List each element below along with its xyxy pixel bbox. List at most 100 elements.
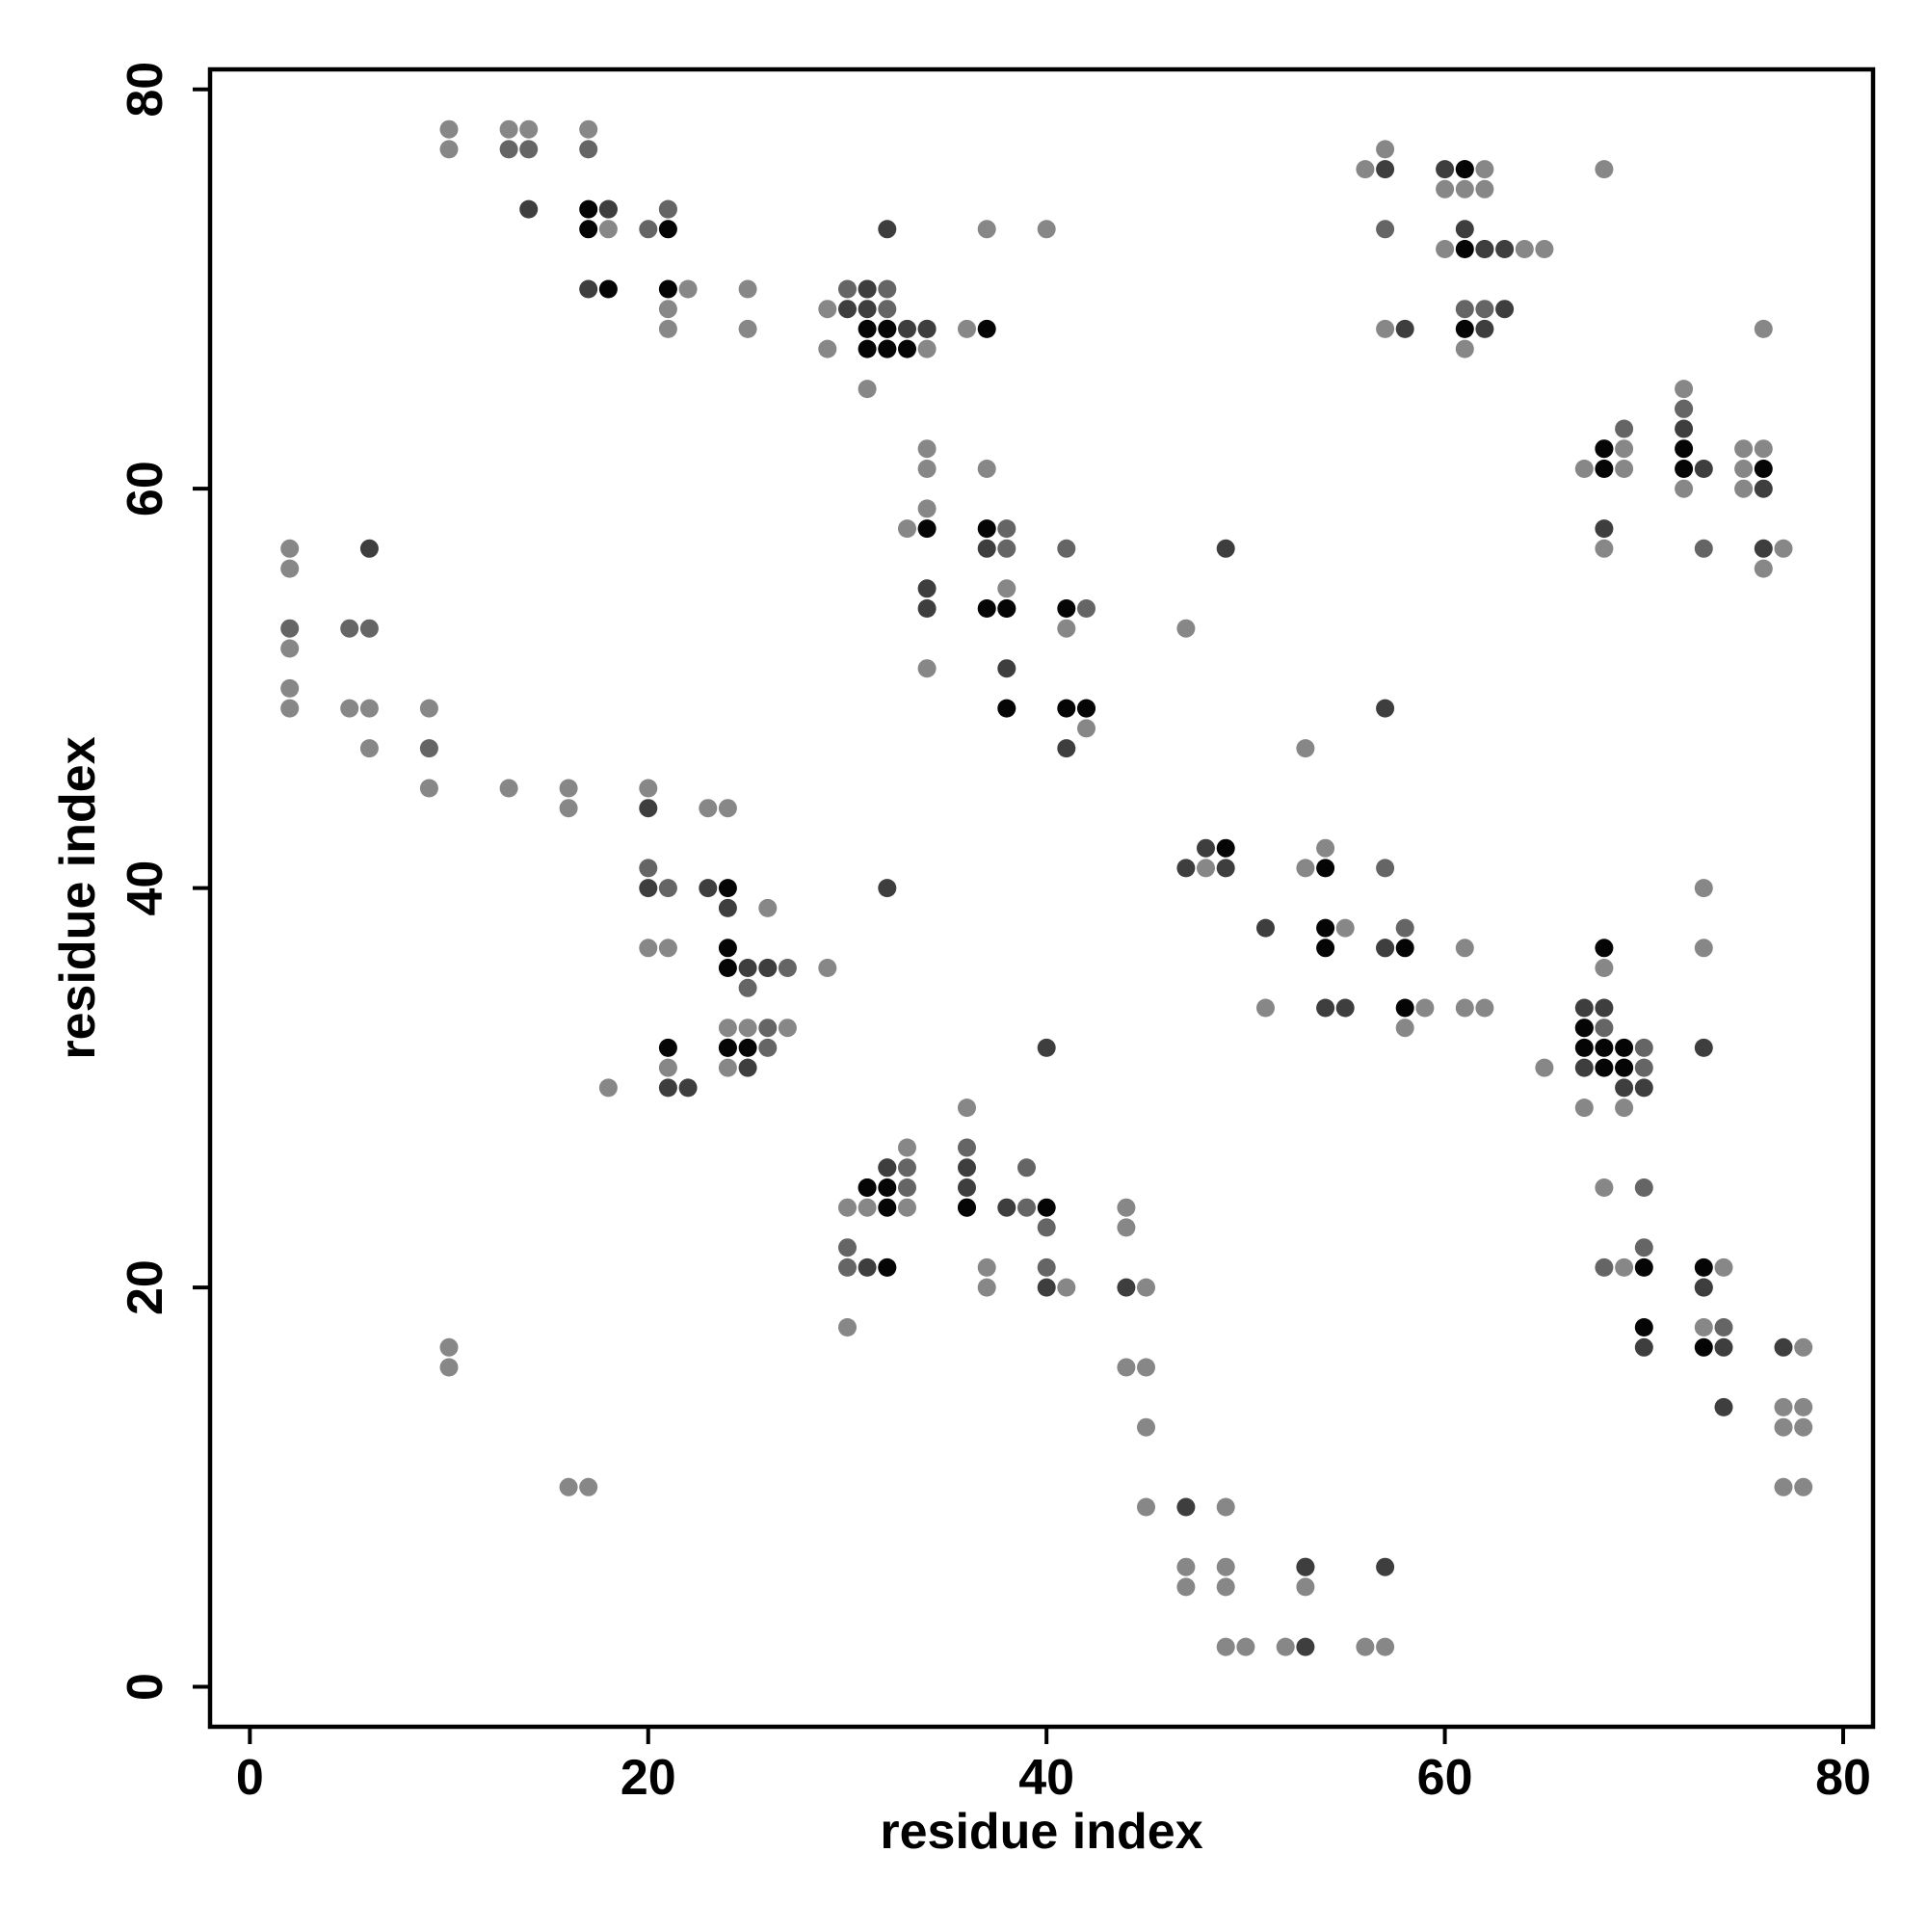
contact-point-dark <box>1395 319 1414 338</box>
contact-point-light <box>639 779 658 798</box>
contact-point-light <box>1216 1557 1235 1576</box>
axis-ticks: 0 20 40 60 80 0 20 40 60 80 <box>118 62 1871 1806</box>
contact-point-black <box>878 1198 897 1217</box>
contact-point-dark <box>1694 460 1713 478</box>
contact-point-light <box>280 699 300 718</box>
contact-point-light <box>559 1477 578 1496</box>
contact-point-dark <box>1176 1497 1196 1517</box>
contact-point-light <box>1356 1637 1375 1656</box>
contact-point-black <box>1037 1198 1056 1217</box>
contact-point-dark <box>1296 1637 1315 1656</box>
contact-point-black <box>1595 939 1614 958</box>
contact-point-mid <box>340 619 359 638</box>
contact-point-dark <box>1117 1278 1136 1297</box>
contact-point-mid <box>639 220 658 239</box>
contact-point-light <box>917 439 937 459</box>
contact-point-dark <box>878 1158 897 1178</box>
contact-point-dark <box>359 539 379 558</box>
contact-point-mid <box>1595 1019 1614 1038</box>
contact-point-black <box>658 279 677 299</box>
contact-point-light <box>1774 1477 1793 1496</box>
contact-point-dark <box>1595 519 1614 539</box>
contact-point-black <box>1694 1257 1713 1277</box>
contact-point-mid <box>280 619 300 638</box>
contact-point-black <box>1675 460 1694 478</box>
contact-point-black <box>878 1257 897 1277</box>
contact-point-light <box>898 519 916 539</box>
contact-point-black <box>858 339 877 358</box>
contact-point-light <box>658 300 677 319</box>
contact-point-light <box>818 339 837 358</box>
contact-point-light <box>1754 439 1773 459</box>
contact-point-light <box>977 220 996 239</box>
contact-point-light <box>359 699 379 718</box>
contact-point-light <box>1595 1178 1614 1197</box>
contact-point-black <box>898 339 916 358</box>
contact-point-mid <box>658 879 677 898</box>
contact-point-mid <box>758 1019 778 1038</box>
contact-point-black <box>1057 599 1076 618</box>
contact-point-light <box>1376 140 1395 159</box>
y-tick-label: 40 <box>118 860 173 916</box>
contact-point-black <box>1455 160 1474 179</box>
contact-point-dark <box>699 879 718 898</box>
contact-point-light <box>499 119 518 139</box>
contact-point-mid <box>1675 399 1694 418</box>
contact-point-dark <box>1714 1337 1733 1357</box>
contact-point-light <box>1574 1098 1594 1118</box>
contact-point-black <box>958 1198 976 1217</box>
contact-point-black <box>1754 460 1773 478</box>
contact-point-light <box>280 559 300 578</box>
contact-point-black <box>1574 1019 1594 1038</box>
contact-point-light <box>1436 179 1455 198</box>
contact-point-mid <box>1615 419 1634 438</box>
contact-point-mid <box>1634 1238 1653 1257</box>
contact-point-black <box>1316 918 1335 938</box>
contact-point-dark <box>858 279 877 299</box>
contact-point-black <box>1057 699 1076 718</box>
contact-point-mid <box>997 519 1016 539</box>
contact-point-dark <box>1574 1058 1594 1077</box>
contact-point-light <box>1535 1058 1554 1077</box>
contact-point-black <box>858 1178 877 1197</box>
contact-point-dark <box>917 599 937 618</box>
contact-point-dark <box>718 898 737 917</box>
contact-point-light <box>280 539 300 558</box>
contact-point-light <box>359 739 379 758</box>
contact-point-light <box>1694 879 1713 898</box>
contact-point-dark <box>1595 998 1614 1018</box>
contact-point-black <box>1455 319 1474 338</box>
contact-point-mid <box>1017 1198 1036 1217</box>
contact-point-black <box>579 220 598 239</box>
contact-point-light <box>1296 1577 1315 1597</box>
contact-point-light <box>1774 539 1793 558</box>
contact-point-light <box>718 799 737 818</box>
contact-point-dark <box>997 1198 1016 1217</box>
contact-point-light <box>658 939 677 958</box>
contact-point-dark <box>1774 1337 1793 1357</box>
y-tick-label: 20 <box>118 1259 173 1315</box>
contact-point-dark <box>858 300 877 319</box>
contact-point-light <box>1216 1637 1235 1656</box>
contact-point-dark <box>658 1078 677 1098</box>
contact-point-dark <box>1176 859 1196 878</box>
contact-point-dark <box>1376 699 1395 718</box>
contact-point-light <box>1436 240 1455 258</box>
contact-point-black <box>878 319 897 338</box>
contact-point-black <box>997 599 1016 618</box>
contact-point-mid <box>1694 539 1713 558</box>
contact-point-dark <box>878 220 897 239</box>
contact-point-light <box>280 639 300 658</box>
contact-point-dark <box>738 959 757 977</box>
contact-point-dark <box>639 799 658 818</box>
contact-point-light <box>738 1019 757 1038</box>
contact-point-light <box>419 699 438 718</box>
contact-point-dark <box>519 199 539 219</box>
contact-point-light <box>1574 460 1594 478</box>
contact-point-black <box>1634 1257 1653 1277</box>
contact-point-black <box>878 1178 897 1197</box>
contact-point-mid <box>898 1178 916 1197</box>
contact-point-light <box>898 1198 916 1217</box>
contact-point-mid <box>778 959 797 977</box>
